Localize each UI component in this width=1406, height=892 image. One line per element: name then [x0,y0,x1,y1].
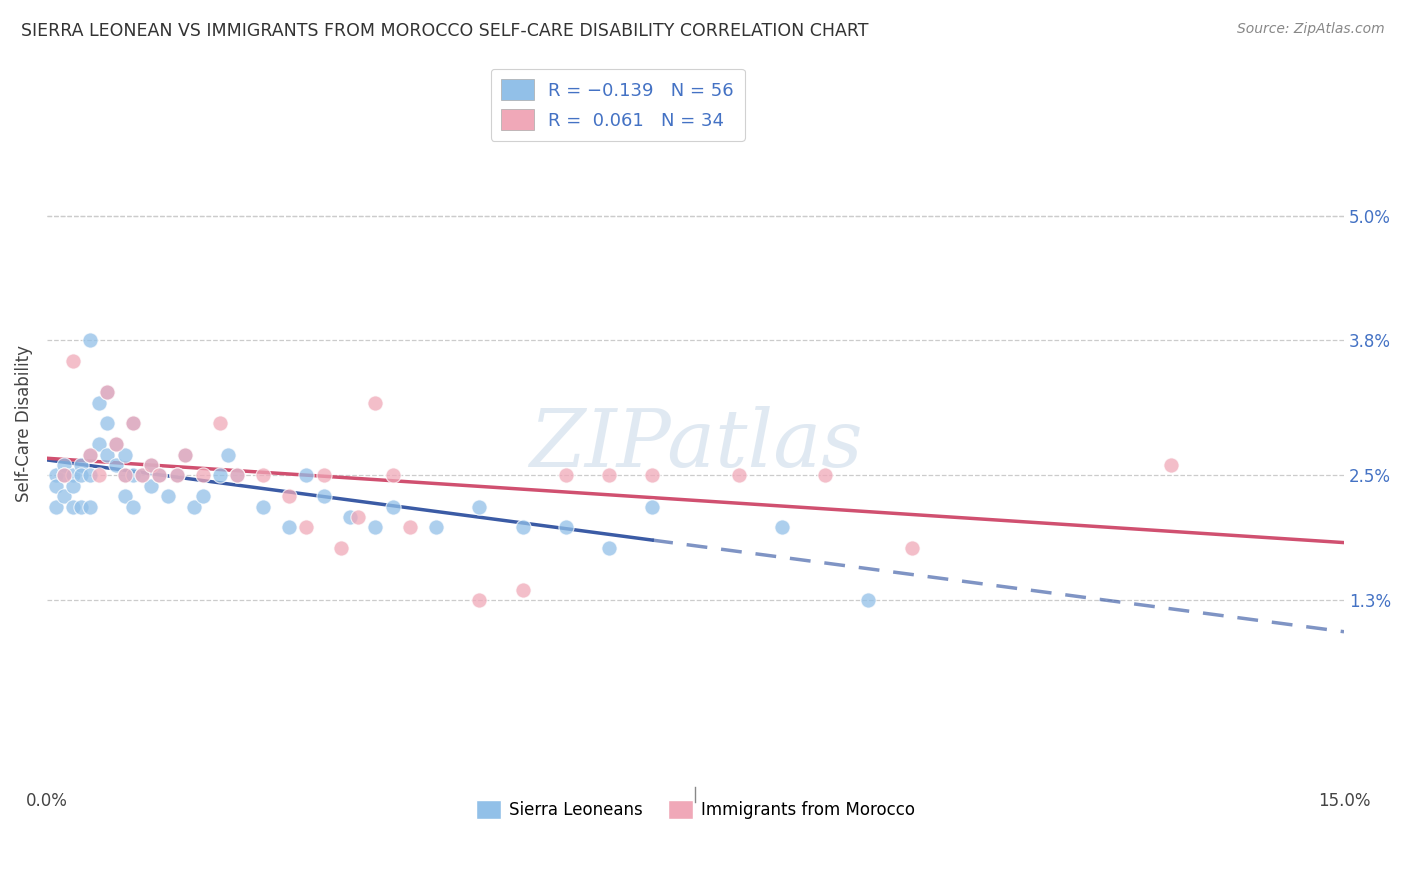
Point [347,510,370,524]
Point [512,582,534,597]
Point [114,468,136,483]
Point [96,417,118,431]
Point [554,468,576,483]
Point [364,395,387,409]
Point [62,468,84,483]
Point [900,541,922,555]
Point [770,520,793,534]
Point [114,448,136,462]
Point [512,520,534,534]
Point [183,500,205,514]
Point [554,520,576,534]
Point [87,437,110,451]
Point [814,468,837,483]
Point [156,489,179,503]
Point [53,468,76,483]
Point [858,593,880,607]
Point [191,468,214,483]
Point [53,468,76,483]
Point [70,458,93,472]
Point [399,520,422,534]
Point [226,468,249,483]
Point [70,468,93,483]
Point [208,468,231,483]
Point [70,500,93,514]
Point [226,468,249,483]
Point [381,468,404,483]
Point [641,500,664,514]
Point [114,468,136,483]
Point [96,385,118,400]
Point [1160,458,1182,472]
Point [174,448,197,462]
Point [131,468,153,483]
Point [122,500,145,514]
Point [139,458,162,472]
Point [79,500,101,514]
Point [278,520,301,534]
Point [598,541,620,555]
Point [122,417,145,431]
Point [364,520,387,534]
Point [62,354,84,368]
Point [312,468,335,483]
Point [312,489,335,503]
Point [122,468,145,483]
Point [62,500,84,514]
Point [44,500,66,514]
Y-axis label: Self-Care Disability: Self-Care Disability [15,345,32,502]
Point [166,468,188,483]
Text: SIERRA LEONEAN VS IMMIGRANTS FROM MOROCCO SELF-CARE DISABILITY CORRELATION CHART: SIERRA LEONEAN VS IMMIGRANTS FROM MOROCC… [21,22,869,40]
Point [53,489,76,503]
Point [87,468,110,483]
Point [131,468,153,483]
Point [191,489,214,503]
Point [44,479,66,493]
Point [44,468,66,483]
Point [329,541,352,555]
Point [252,500,274,514]
Legend: Sierra Leoneans, Immigrants from Morocco: Sierra Leoneans, Immigrants from Morocco [470,794,922,826]
Point [79,448,101,462]
Point [252,468,274,483]
Point [105,437,128,451]
Point [96,448,118,462]
Point [339,510,361,524]
Point [208,417,231,431]
Point [96,385,118,400]
Point [641,468,664,483]
Point [598,468,620,483]
Point [468,500,491,514]
Point [295,520,318,534]
Point [166,468,188,483]
Point [218,448,240,462]
Point [148,468,170,483]
Point [79,468,101,483]
Point [295,468,318,483]
Point [174,448,197,462]
Point [114,489,136,503]
Text: ZIPatlas: ZIPatlas [529,407,862,484]
Text: Source: ZipAtlas.com: Source: ZipAtlas.com [1237,22,1385,37]
Point [148,468,170,483]
Point [53,458,76,472]
Point [468,593,491,607]
Point [139,479,162,493]
Point [139,458,162,472]
Point [727,468,749,483]
Point [62,479,84,493]
Point [79,448,101,462]
Point [87,395,110,409]
Point [278,489,301,503]
Point [425,520,447,534]
Point [105,458,128,472]
Point [79,333,101,347]
Point [105,437,128,451]
Point [381,500,404,514]
Point [122,417,145,431]
